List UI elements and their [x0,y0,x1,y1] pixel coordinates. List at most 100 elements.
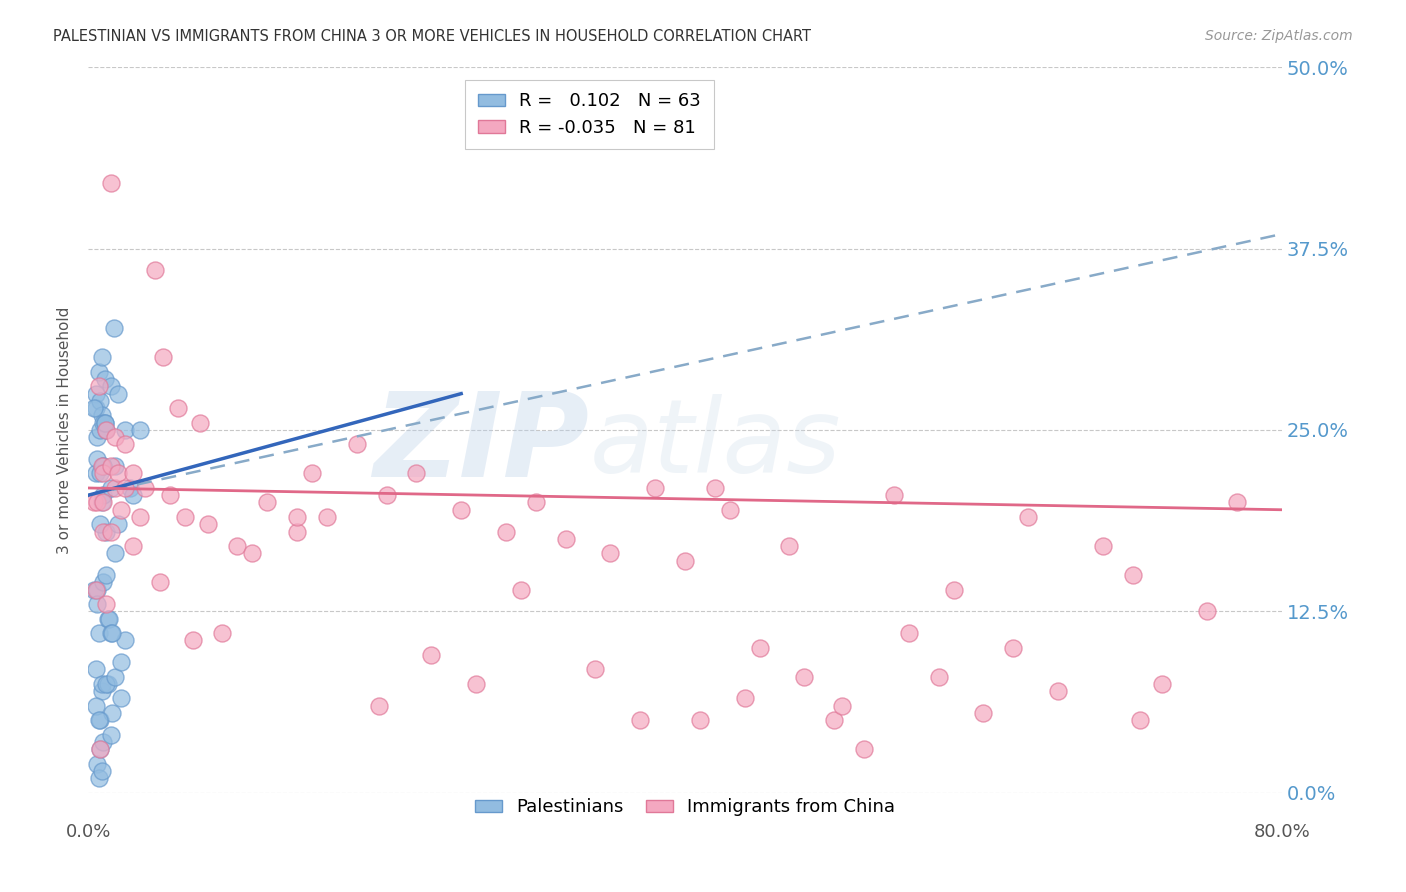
Point [181,633,204,648]
Point [1197,604,1219,618]
Point [524,495,547,509]
Point [831,698,853,713]
Point [90,764,112,778]
Point [883,488,905,502]
Point [83,495,105,509]
Text: 80.0%: 80.0% [1254,823,1310,841]
Point [91,495,114,509]
Point [152,351,174,365]
Point [897,626,920,640]
Point [84,662,107,676]
Point [91,416,114,430]
Point [91,467,114,481]
Point [823,713,845,727]
Point [928,670,950,684]
Point [689,713,711,727]
Point [718,502,741,516]
Legend: Palestinians, Immigrants from China: Palestinians, Immigrants from China [464,788,905,827]
Point [585,662,607,676]
Text: ZIP: ZIP [374,387,589,502]
Point [1091,539,1114,553]
Point [91,735,114,749]
Point [90,459,112,474]
Point [174,510,197,524]
Point [87,365,110,379]
Point [114,437,136,451]
Point [84,401,107,416]
Point [942,582,965,597]
Point [315,510,337,524]
Point [748,640,770,655]
Point [104,481,127,495]
Point [114,423,136,437]
Point [129,510,152,524]
Point [91,575,114,590]
Point [240,546,263,560]
Point [84,386,107,401]
Point [346,437,368,451]
Point [89,467,111,481]
Point [129,423,152,437]
Point [853,742,876,756]
Point [100,379,122,393]
Point [628,713,651,727]
Point [90,677,112,691]
Point [86,597,108,611]
Point [734,691,756,706]
Point [86,582,108,597]
Point [91,459,114,474]
Point [673,553,696,567]
Point [100,626,122,640]
Point [644,481,666,495]
Point [1002,640,1025,655]
Point [98,612,121,626]
Point [89,517,111,532]
Point [94,568,117,582]
Y-axis label: 3 or more Vehicles in Household: 3 or more Vehicles in Household [58,306,72,554]
Point [778,539,800,553]
Point [465,677,488,691]
Point [89,742,111,756]
Point [89,423,111,437]
Point [114,481,136,495]
Point [87,379,110,393]
Point [101,706,124,720]
Point [84,582,107,597]
Point [103,321,125,335]
Point [94,524,117,539]
Point [90,409,112,423]
Point [104,430,127,444]
Point [93,416,115,430]
Point [89,393,111,408]
Point [91,524,114,539]
Point [94,597,117,611]
Point [94,677,117,691]
Point [122,539,145,553]
Point [405,467,427,481]
Point [554,532,576,546]
Point [100,176,122,190]
Point [1122,568,1144,582]
Point [450,502,472,516]
Point [87,713,110,727]
Point [703,481,725,495]
Point [118,481,141,495]
Point [91,459,114,474]
Point [972,706,994,720]
Point [226,539,249,553]
Point [122,488,145,502]
Point [104,459,127,474]
Point [143,263,166,277]
Point [1152,677,1174,691]
Point [90,351,112,365]
Point [96,677,118,691]
Point [166,401,188,416]
Point [96,612,118,626]
Text: atlas: atlas [589,394,841,494]
Point [509,582,531,597]
Point [93,416,115,430]
Point [86,430,108,444]
Point [110,502,132,516]
Point [301,467,323,481]
Point [93,372,115,386]
